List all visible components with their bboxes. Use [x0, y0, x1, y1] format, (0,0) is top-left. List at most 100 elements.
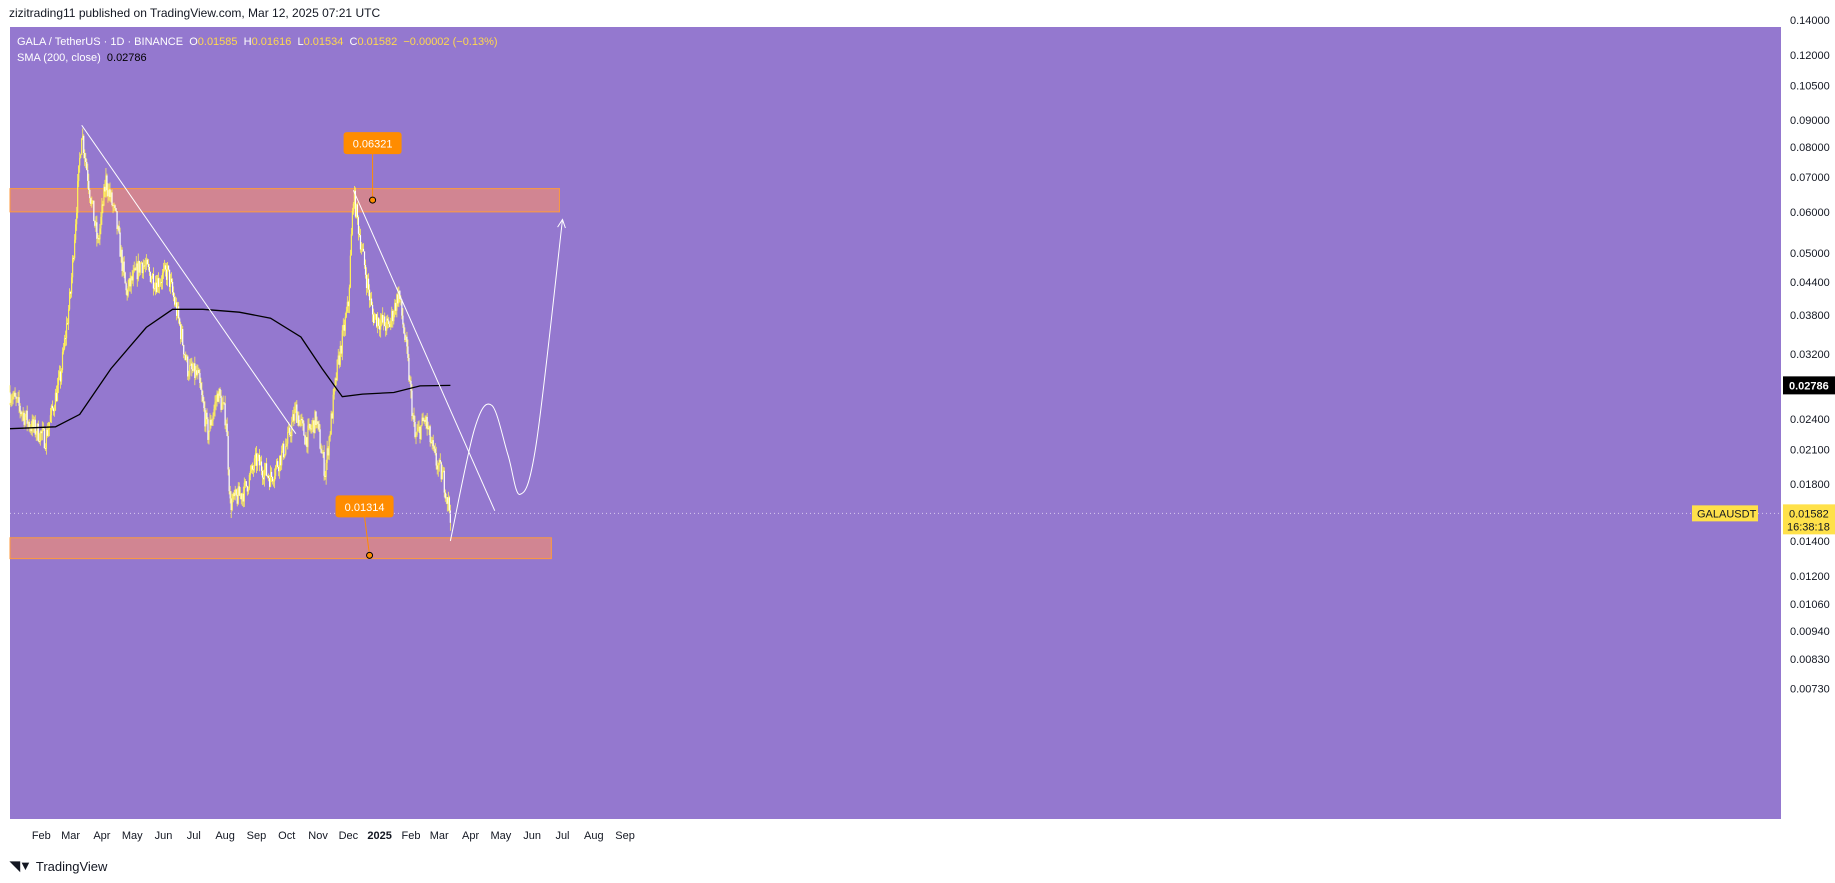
candle-body [216, 393, 218, 402]
candle-body [110, 192, 112, 198]
axis-background [1781, 27, 1835, 819]
candle-body [151, 273, 154, 279]
candle-body [149, 271, 151, 282]
candle-body [19, 405, 21, 412]
tradingview-logo-icon[interactable]: ◥▼ [10, 858, 32, 873]
candle-body [141, 262, 143, 274]
candle-body [238, 486, 240, 496]
candle-body [273, 481, 275, 482]
candle-body [202, 395, 204, 402]
candle-body [58, 371, 61, 377]
candle-body [23, 412, 25, 425]
candle-body [159, 282, 162, 285]
last-price-tag [1783, 504, 1835, 535]
low-value: 0.01534 [303, 36, 344, 48]
candle-body [429, 426, 431, 443]
candle-body [332, 394, 334, 419]
candle-body [361, 248, 364, 250]
candle-body [387, 318, 389, 321]
candle-body [269, 471, 272, 487]
y-tick-label: 0.07000 [1790, 172, 1830, 184]
candle-body [39, 431, 41, 442]
candle-body [400, 298, 402, 300]
candle-body [220, 395, 222, 410]
candle-body [311, 425, 313, 430]
candle-body [369, 298, 372, 301]
candle-body [193, 363, 195, 371]
sma-price-tag [1783, 376, 1835, 395]
candle-body [67, 309, 70, 324]
candle-body [446, 497, 448, 504]
candle-body [439, 459, 441, 463]
candle-body [65, 323, 68, 339]
candle-body [156, 278, 159, 293]
candle-body [111, 192, 113, 206]
candle-body [84, 152, 86, 159]
candle-body [99, 228, 101, 240]
x-tick-label: Mar [61, 830, 80, 842]
candle-body [42, 428, 44, 430]
candle-body [210, 419, 212, 426]
candle-body [395, 302, 397, 311]
candle-body [392, 310, 394, 322]
candle-body [324, 475, 326, 477]
high-label: H [243, 36, 252, 48]
x-tick-label: Apr [93, 830, 110, 842]
candle-body [162, 269, 165, 273]
candle-body [397, 294, 399, 304]
candle-body [331, 413, 333, 419]
candle-body [10, 400, 12, 403]
candle-body [407, 346, 409, 358]
candle-body [370, 298, 373, 305]
candle-body [32, 419, 34, 428]
candle-body [389, 324, 391, 328]
candle-body [116, 211, 118, 229]
candle-body [419, 426, 421, 439]
candle-body [366, 278, 369, 289]
candle-body [341, 330, 343, 354]
candle-body [61, 351, 64, 371]
candle-body [327, 448, 329, 456]
candle-body [362, 248, 365, 252]
candle-body [207, 419, 209, 440]
plot-background [10, 27, 1781, 819]
candle-body [432, 440, 434, 447]
candle-body [307, 425, 309, 448]
x-tick-label: Nov [308, 830, 328, 842]
candle-body [138, 260, 140, 273]
candle-body [50, 405, 53, 416]
footer-brand[interactable]: TradingView [35, 858, 108, 874]
candle-body [308, 423, 310, 426]
candle-body [402, 315, 404, 325]
candle-body [211, 420, 213, 426]
candle-body [144, 265, 146, 267]
open-value: 0.01585 [197, 36, 238, 48]
candle-body [354, 190, 357, 217]
candle-body [405, 336, 407, 340]
candle-body [198, 370, 200, 374]
candle-body [309, 423, 311, 429]
candle-body [383, 316, 385, 323]
candle-body [127, 285, 129, 296]
candle-body [107, 190, 109, 197]
candle-body [95, 222, 97, 226]
candle-body [217, 393, 219, 402]
candle-body [195, 370, 197, 378]
candle-body [70, 292, 72, 294]
candle-body [319, 429, 321, 449]
candle-body [440, 462, 442, 480]
candle-body [248, 474, 250, 489]
candle-body [320, 448, 322, 453]
candle-body [233, 493, 235, 497]
candle-body [13, 392, 15, 397]
candle-body [93, 200, 95, 222]
candle-body [165, 269, 168, 280]
candle-body [310, 428, 312, 430]
candle-body [312, 420, 314, 426]
candle-body [29, 428, 31, 430]
candle-body [371, 304, 374, 315]
candle-body [396, 294, 398, 311]
candle-body [163, 265, 166, 270]
candle-body [283, 443, 285, 458]
